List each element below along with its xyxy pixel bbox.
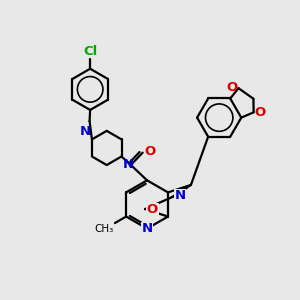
Text: N: N — [79, 124, 91, 138]
Text: N: N — [142, 222, 153, 236]
Text: O: O — [147, 203, 158, 216]
Text: CH₃: CH₃ — [94, 224, 113, 234]
Text: N: N — [123, 158, 134, 171]
Text: O: O — [226, 80, 237, 94]
Text: O: O — [144, 145, 156, 158]
Text: N: N — [175, 189, 186, 202]
Text: Cl: Cl — [83, 45, 97, 58]
Text: O: O — [255, 106, 266, 119]
